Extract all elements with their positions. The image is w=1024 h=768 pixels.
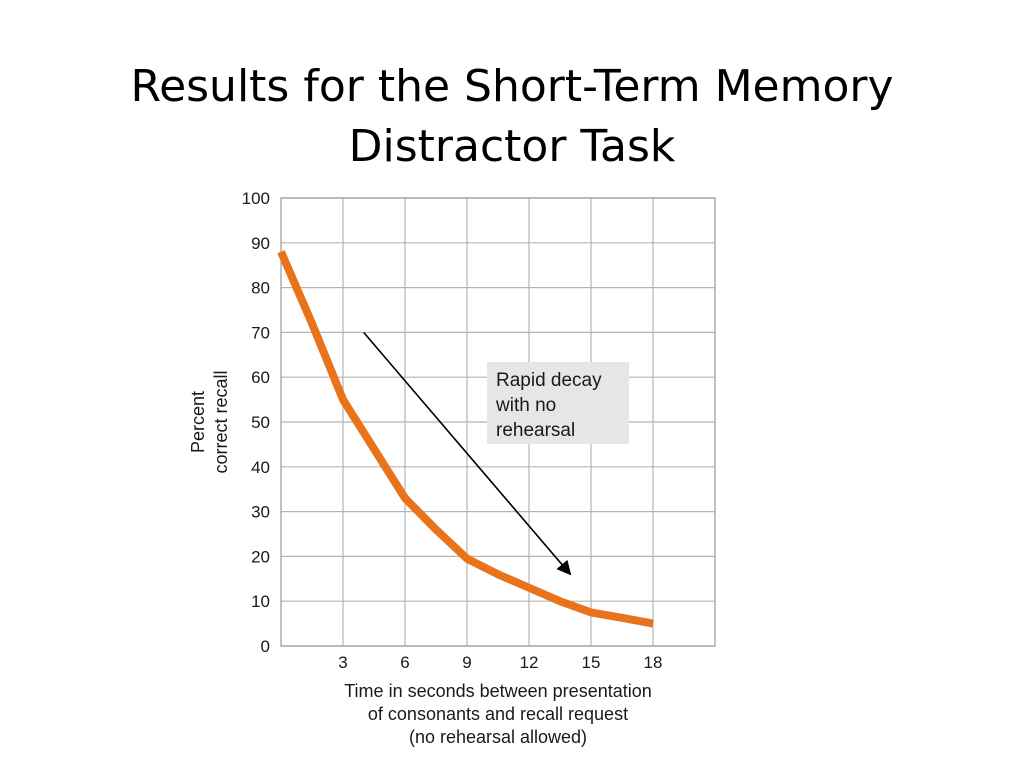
x-axis-title-line: Time in seconds between presentation <box>344 681 652 701</box>
chart-series <box>277 250 654 628</box>
y-tick-label: 60 <box>251 368 270 387</box>
decay-arrow <box>363 331 572 576</box>
y-tick-label: 30 <box>251 503 270 522</box>
annotation-text-line: with no <box>495 395 556 416</box>
y-tick-label: 50 <box>251 413 270 432</box>
y-tick-label: 90 <box>251 234 270 253</box>
y-axis-title-line: Percent <box>188 391 208 453</box>
y-tick-label: 100 <box>242 189 270 208</box>
series-line <box>277 250 654 628</box>
slide-title-line-1: Results for the Short-Term Memory <box>130 61 894 113</box>
y-axis-title: Percent correct recall <box>188 370 231 473</box>
x-tick-label: 18 <box>644 653 663 672</box>
y-tick-label: 70 <box>251 323 270 342</box>
slide-title: Results for the Short-Term Memory Distra… <box>0 57 1024 177</box>
y-tick-label: 0 <box>261 637 270 656</box>
x-axis-title-line: (no rehearsal allowed) <box>409 727 587 747</box>
x-axis-title-line: of consonants and recall request <box>368 704 628 724</box>
annotation-text-line: Rapid decay <box>496 370 602 391</box>
slide-title-line-2: Distractor Task <box>348 121 676 173</box>
chart-axis-titles: Time in seconds between presentation of c… <box>188 370 652 747</box>
annotation-box <box>487 362 629 444</box>
plot-frame <box>280 197 716 647</box>
annotation-text-line: rehearsal <box>496 420 575 441</box>
y-axis-title-line: correct recall <box>211 370 231 473</box>
chart-tick-labels: 0 10 20 30 40 50 60 70 80 90 100 3 6 9 12 15 18 <box>242 189 663 672</box>
x-tick-label: 6 <box>400 653 409 672</box>
y-tick-label: 40 <box>251 458 270 477</box>
chart-annotations: Rapid decay with no rehearsal <box>363 331 629 576</box>
y-tick-label: 10 <box>251 592 270 611</box>
x-tick-label: 12 <box>520 653 539 672</box>
x-tick-label: 3 <box>338 653 347 672</box>
y-tick-label: 20 <box>251 547 270 566</box>
y-tick-label: 80 <box>251 279 270 298</box>
x-tick-label: 9 <box>462 653 471 672</box>
x-tick-label: 15 <box>582 653 601 672</box>
